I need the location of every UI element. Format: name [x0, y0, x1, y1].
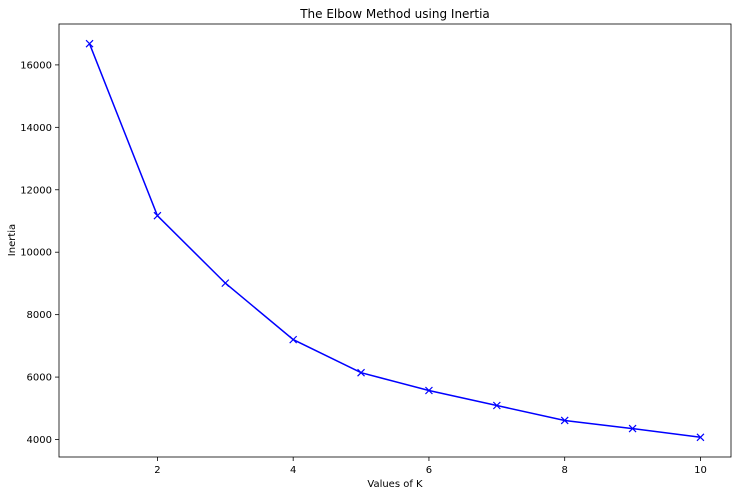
- series-layer: [85, 39, 705, 442]
- data-point-marker: [357, 368, 365, 377]
- y-axis-title: Inertia: [7, 224, 18, 256]
- data-point-marker: [560, 416, 569, 425]
- x-tick-label: 10: [694, 465, 707, 476]
- x-axis-title: Values of K: [367, 479, 423, 490]
- x-tick-label: 2: [154, 465, 160, 476]
- y-tick-label: 12000: [20, 185, 52, 196]
- y-tick-label: 4000: [27, 435, 52, 446]
- x-tick-label: 8: [562, 465, 568, 476]
- data-point-marker: [85, 39, 94, 48]
- data-point-marker: [492, 401, 501, 410]
- data-point-marker: [153, 211, 162, 220]
- x-tick-label: 4: [290, 465, 296, 476]
- y-axis: 4000 6000 8000 10000 12000 14000 16000: [20, 60, 59, 446]
- y-tick-label: 10000: [20, 248, 52, 259]
- plot-frame: [58, 23, 732, 458]
- inertia-series-line: [88, 43, 701, 439]
- x-tick-label: 6: [426, 465, 432, 476]
- data-point-marker: [221, 279, 230, 288]
- data-point-marker: [696, 433, 705, 442]
- y-tick-label: 6000: [27, 373, 52, 384]
- chart-title: The Elbow Method using Inertia: [299, 7, 490, 21]
- data-point-marker: [425, 386, 433, 395]
- y-tick-label: 16000: [20, 60, 52, 71]
- x-axis: 2 4 6 8 10: [154, 457, 707, 476]
- y-tick-label: 14000: [20, 123, 52, 134]
- data-point-marker: [628, 424, 637, 433]
- data-point-marker: [289, 335, 298, 344]
- y-tick-label: 8000: [27, 310, 52, 321]
